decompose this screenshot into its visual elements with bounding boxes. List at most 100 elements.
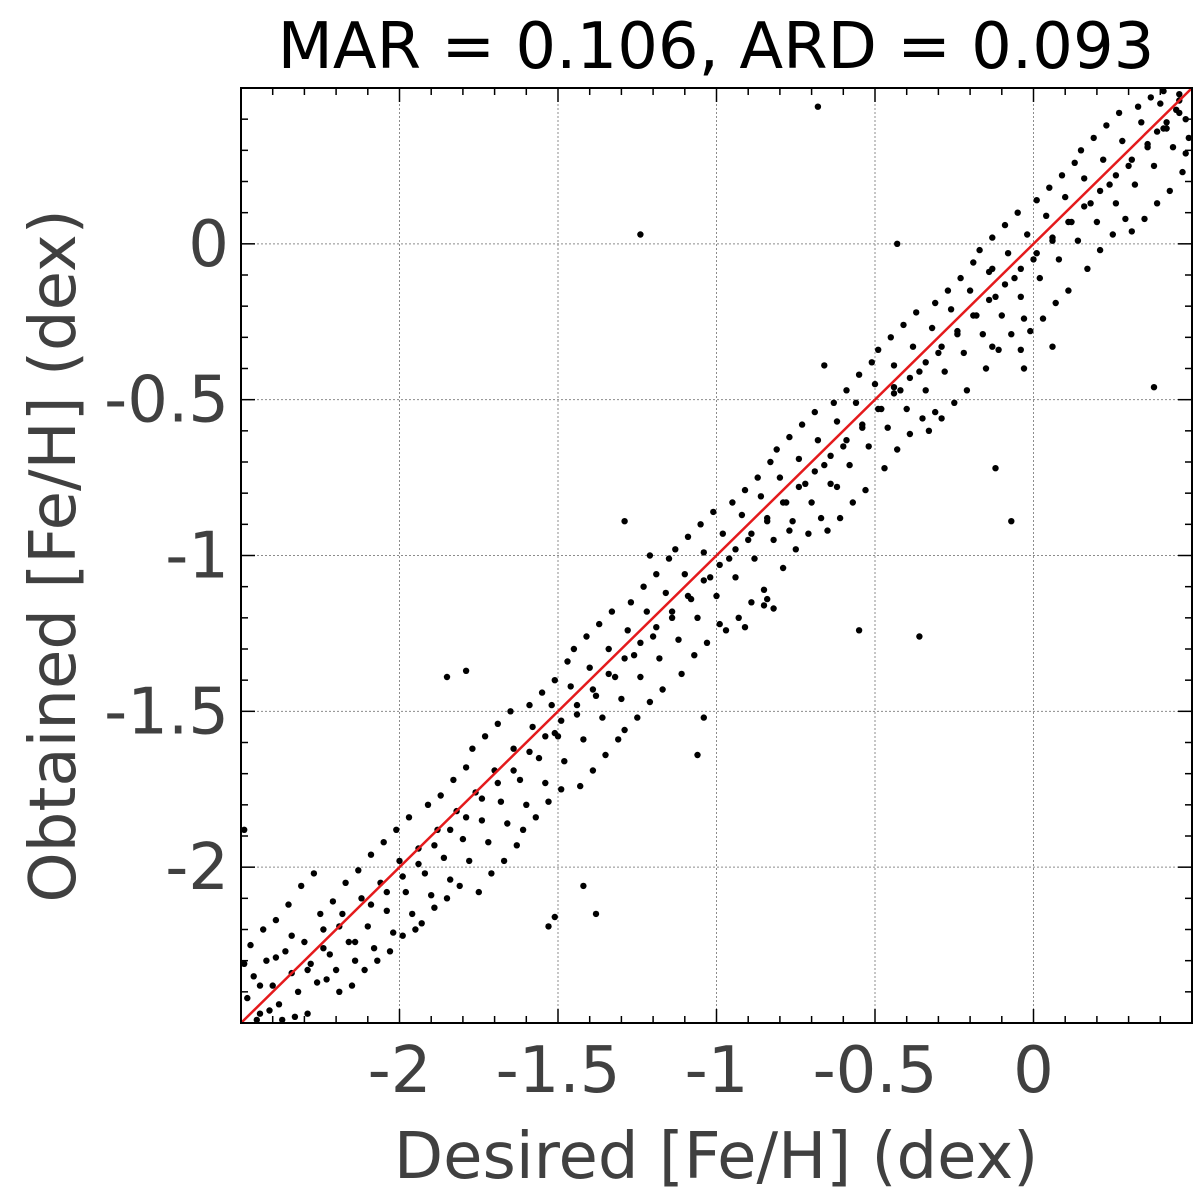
data-point-32 [447, 876, 454, 883]
data-point-310 [399, 873, 406, 880]
data-point-6 [282, 948, 289, 955]
data-point-194 [805, 530, 812, 537]
data-point-350 [1033, 250, 1040, 257]
x-tick-label-2: -1 [685, 1034, 749, 1108]
data-point-62 [637, 673, 644, 681]
data-point-138 [1119, 137, 1126, 145]
data-point-89 [808, 499, 815, 506]
data-point-58 [611, 673, 619, 681]
data-point-371 [741, 624, 749, 631]
data-point-0 [244, 994, 251, 1002]
data-point-25 [402, 888, 409, 896]
data-point-373 [764, 595, 771, 603]
data-point-9 [301, 938, 308, 946]
data-point-386 [1017, 346, 1024, 353]
data-point-179 [615, 736, 622, 743]
data-point-394 [1163, 119, 1170, 126]
data-point-14 [332, 966, 340, 974]
data-point-202 [906, 430, 914, 438]
data-point-101 [884, 424, 891, 431]
data-point-362 [551, 729, 558, 737]
data-point-323 [605, 670, 612, 678]
data-point-66 [662, 589, 669, 597]
data-point-51 [567, 683, 574, 690]
data-point-297 [1166, 187, 1174, 195]
data-point-119 [998, 312, 1005, 319]
data-point-382 [989, 343, 996, 350]
data-point-188 [729, 499, 736, 506]
data-point-69 [681, 571, 688, 578]
data-point-331 [732, 546, 739, 553]
data-point-219 [1122, 215, 1129, 223]
data-point-246 [519, 826, 527, 833]
data-point-206 [957, 274, 964, 282]
data-point-294 [1128, 228, 1136, 235]
data-point-252 [596, 620, 603, 628]
data-point-349 [1017, 265, 1024, 272]
y-tick-label-2: -1 [165, 520, 229, 594]
data-point-385 [1020, 365, 1028, 372]
data-point-390 [814, 103, 822, 110]
data-point-381 [932, 408, 939, 416]
data-point-245 [507, 708, 514, 715]
data-point-368 [621, 518, 628, 525]
data-point-171 [513, 842, 520, 849]
y-axis-label: Obtained [Fe/H] (dex) [17, 209, 91, 902]
data-point-59 [618, 695, 625, 703]
data-point-187 [716, 620, 723, 628]
data-point-165 [437, 792, 444, 799]
data-point-105 [909, 343, 917, 350]
data-point-126 [1043, 212, 1050, 219]
data-point-369 [700, 714, 707, 721]
data-point-19 [364, 923, 371, 930]
data-point-299 [1182, 150, 1189, 157]
data-point-110 [941, 368, 948, 375]
data-point-107 [922, 387, 929, 394]
data-point-201 [894, 446, 901, 453]
data-point-35 [466, 857, 473, 865]
data-point-374 [770, 605, 777, 612]
data-point-308 [367, 901, 375, 908]
data-point-217 [1096, 246, 1104, 254]
x-axis-label: Desired [Fe/H] (dex) [394, 1120, 1038, 1194]
x-tick-label-0: -2 [368, 1034, 432, 1108]
data-point-226 [266, 1007, 273, 1014]
data-point-132 [1081, 175, 1088, 182]
data-point-208 [982, 365, 990, 372]
data-point-80 [751, 555, 758, 562]
data-point-364 [592, 910, 600, 918]
data-point-55 [592, 692, 600, 699]
axis-ticks [241, 88, 1192, 1023]
data-point-285 [1014, 209, 1021, 216]
data-point-203 [919, 415, 926, 422]
data-point-73 [707, 574, 714, 581]
y-tick-label-1: -1.5 [104, 675, 229, 749]
data-point-64 [649, 633, 657, 640]
data-point-342 [906, 374, 914, 382]
data-point-360 [443, 673, 451, 681]
data-point-81 [757, 493, 765, 500]
data-point-255 [634, 714, 641, 721]
data-point-304 [304, 966, 311, 974]
data-point-15 [339, 910, 346, 918]
data-point-338 [843, 437, 850, 444]
data-point-178 [602, 751, 609, 759]
data-point-239 [431, 904, 438, 911]
data-point-244 [494, 720, 501, 727]
data-point-139 [1125, 162, 1132, 170]
data-point-377 [833, 483, 841, 491]
data-point-295 [1141, 215, 1148, 223]
data-point-57 [605, 645, 612, 653]
data-point-154 [298, 882, 305, 890]
data-point-17 [351, 957, 359, 964]
data-point-54 [586, 664, 593, 671]
data-point-155 [310, 870, 318, 877]
data-point-56 [599, 714, 606, 721]
data-point-243 [481, 733, 489, 740]
data-point-104 [903, 405, 910, 413]
data-point-22 [383, 907, 390, 914]
data-point-332 [748, 530, 755, 537]
data-point-302 [272, 954, 280, 961]
data-point-168 [475, 888, 482, 896]
